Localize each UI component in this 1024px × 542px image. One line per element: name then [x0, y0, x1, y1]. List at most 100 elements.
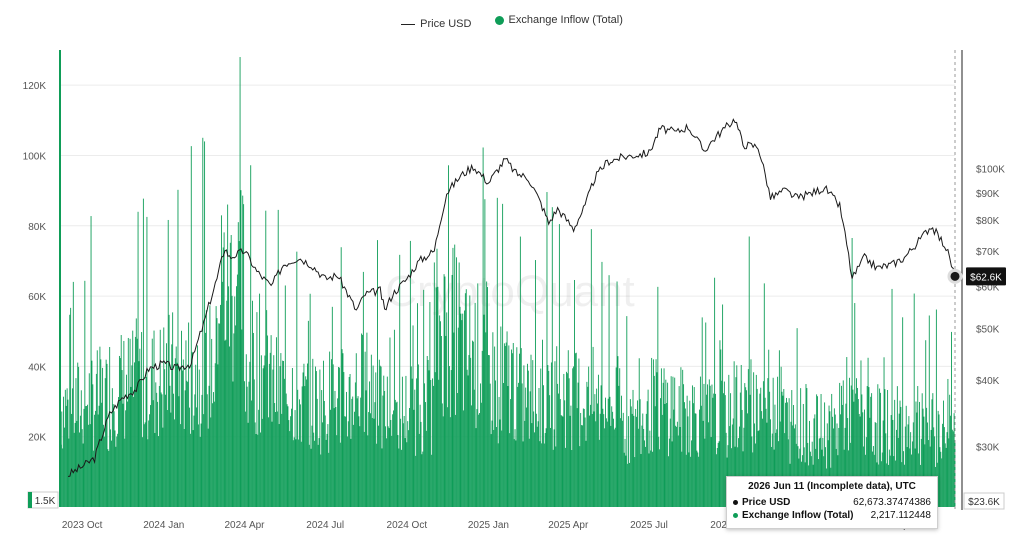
- inflow-bar: [354, 382, 356, 507]
- inflow-bar: [144, 422, 146, 507]
- inflow-bar: [723, 381, 725, 507]
- inflow-bar: [218, 323, 220, 507]
- inflow-bar: [236, 274, 238, 507]
- legend-dot-swatch: [494, 15, 504, 25]
- inflow-bar: [135, 318, 137, 507]
- inflow-bar: [284, 285, 286, 507]
- inflow-bar: [883, 357, 885, 507]
- inflow-bar: [300, 441, 302, 507]
- inflow-bar: [656, 372, 658, 507]
- inflow-bar: [671, 441, 673, 507]
- inflow-bar: [579, 446, 581, 507]
- inflow-bar: [273, 355, 275, 507]
- inflow-bar: [340, 247, 342, 507]
- inflow-bar: [472, 340, 473, 507]
- inflow-bar: [574, 279, 575, 507]
- inflow-bar: [533, 411, 535, 507]
- inflow-bar: [860, 360, 862, 507]
- inflow-bar: [664, 403, 666, 507]
- inflow-bar: [275, 411, 276, 507]
- inflow-bar: [242, 195, 244, 507]
- inflow-bar: [730, 393, 732, 507]
- inflow-bar: [229, 242, 231, 507]
- inflow-bar: [456, 393, 458, 507]
- inflow-bar: [136, 338, 138, 507]
- inflow-bar: [134, 362, 135, 507]
- inflow-bar: [760, 387, 762, 507]
- last-price-dot: [947, 268, 963, 284]
- inflow-bar: [699, 409, 700, 507]
- inflow-bar: [211, 338, 213, 507]
- inflow-bar: [661, 414, 663, 507]
- x-tick-label: 2025 Jul: [630, 520, 668, 531]
- inflow-bar: [679, 426, 681, 507]
- inflow-bar: [919, 401, 920, 507]
- inflow-bar: [714, 277, 716, 507]
- inflow-bar: [262, 368, 264, 507]
- inflow-bar: [659, 449, 661, 507]
- inflow-bar: [844, 427, 846, 507]
- legend-item-price[interactable]: Price USD: [401, 18, 471, 30]
- inflow-bar: [409, 240, 411, 507]
- inflow-bar: [121, 370, 123, 507]
- inflow-bar: [372, 365, 374, 507]
- inflow-bar: [585, 440, 587, 507]
- inflow-bar: [831, 393, 833, 507]
- inflow-bar: [551, 207, 553, 507]
- inflow-bar: [818, 438, 820, 507]
- inflow-bar: [573, 366, 575, 507]
- inflow-bar: [805, 384, 807, 507]
- inflow-bar: [172, 312, 174, 507]
- inflow-bar: [219, 323, 221, 507]
- inflow-bar: [414, 389, 416, 507]
- inflow-bar: [419, 404, 421, 507]
- inflow-bar: [196, 407, 198, 507]
- inflow-bar: [243, 204, 245, 507]
- inflow-bar: [943, 427, 945, 507]
- inflow-bar: [147, 439, 149, 507]
- inflow-bar: [295, 439, 297, 507]
- inflow-bar: [684, 402, 685, 507]
- inflow-bar: [351, 398, 353, 507]
- inflow-bar: [499, 419, 501, 507]
- inflow-bar: [384, 390, 386, 507]
- inflow-bar: [502, 203, 504, 507]
- inflow-bar: [582, 408, 584, 507]
- inflow-bar: [377, 240, 379, 507]
- inflow-bar: [652, 359, 654, 507]
- inflow-bar: [740, 364, 742, 507]
- inflow-bar: [723, 393, 724, 507]
- inflow-bar: [355, 353, 357, 507]
- inflow-bar: [88, 373, 90, 507]
- inflow-bar: [753, 372, 755, 507]
- inflow-bar: [255, 433, 257, 507]
- legend-item-inflow[interactable]: Exchange Inflow (Total): [494, 14, 623, 26]
- inflow-bar: [616, 281, 618, 507]
- inflow-bar: [552, 449, 554, 507]
- inflow-bar: [173, 393, 174, 507]
- inflow-bar: [504, 345, 506, 507]
- inflow-bar: [78, 366, 80, 507]
- inflow-bar: [468, 355, 470, 507]
- inflow-bar: [638, 358, 640, 507]
- inflow-bar: [824, 402, 826, 507]
- inflow-bar: [488, 355, 490, 507]
- tooltip-bullet-inflow: [733, 512, 738, 518]
- inflow-bar: [676, 426, 677, 507]
- inflow-bar: [922, 408, 924, 507]
- inflow-bar: [764, 397, 766, 507]
- inflow-bar: [648, 453, 650, 507]
- left-tick-label: 100K: [23, 151, 47, 162]
- price-line-path: [67, 118, 956, 477]
- inflow-bar: [318, 438, 320, 507]
- inflow-bar: [248, 381, 250, 507]
- inflow-bar: [751, 436, 753, 507]
- inflow-bar: [847, 418, 849, 507]
- inflow-bar: [541, 443, 543, 507]
- inflow-bar: [640, 453, 642, 507]
- inflow-bar: [682, 369, 684, 507]
- inflow-bar: [322, 422, 324, 507]
- inflow-bar: [353, 424, 355, 507]
- inflow-bar: [149, 414, 151, 507]
